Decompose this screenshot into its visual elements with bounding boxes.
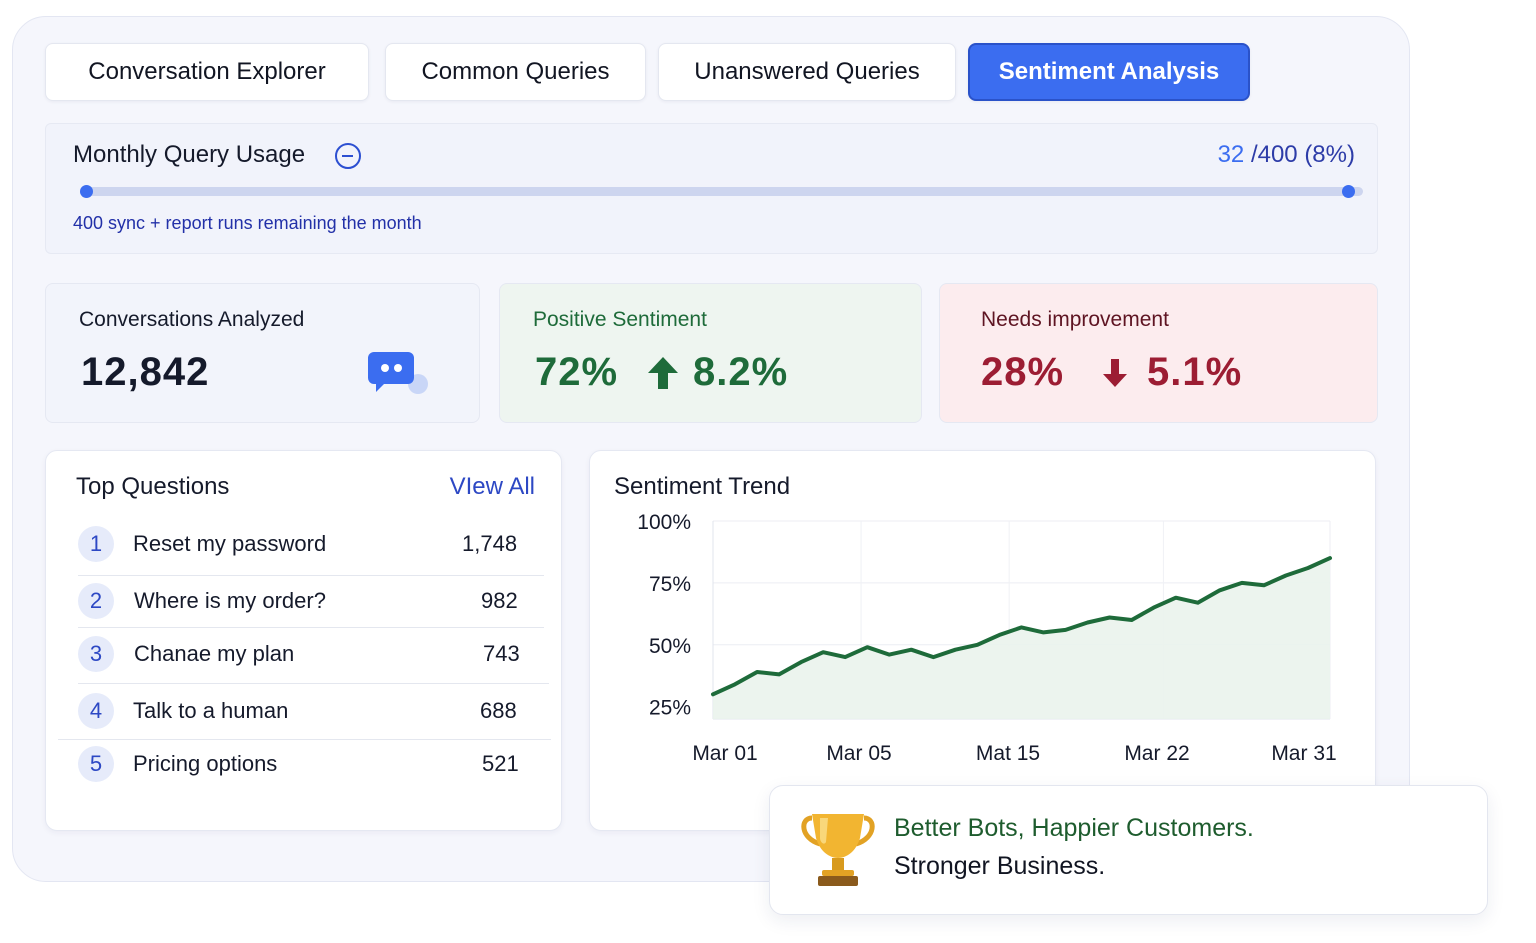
usage-progress-start <box>80 185 93 198</box>
x-tick-label: Mar 01 <box>692 742 757 765</box>
x-tick-label: Mar 05 <box>826 742 891 765</box>
question-count: 982 <box>481 588 518 613</box>
positive-sentiment-card: Positive Sentiment 72% 8.2% <box>499 283 922 423</box>
usage-note: 400 sync + report runs remaining the mon… <box>73 213 422 233</box>
usage-title: Monthly Query Usage <box>73 141 306 168</box>
list-item[interactable]: 2 Where is my order? 982 <box>78 575 528 627</box>
arrow-up-icon <box>648 357 678 389</box>
monthly-usage-panel: Monthly Query Usage 32 /400 (8%) 400 syn… <box>45 123 1378 254</box>
question-label: Talk to a human <box>133 698 289 723</box>
rank-badge: 3 <box>78 636 114 672</box>
tab-label: Sentiment Analysis <box>998 58 1220 85</box>
question-count: 521 <box>482 751 519 776</box>
chat-bubble-icon <box>368 352 428 394</box>
sentiment-trend-card: Sentiment Trend 100% 75% 50% 25% Mar 01 Mar 0… <box>589 450 1376 831</box>
rank-badge: 5 <box>78 746 114 782</box>
usage-used: 32 <box>1217 141 1245 168</box>
trophy-icon <box>801 814 875 886</box>
usage-progress-track <box>80 185 1363 198</box>
stat-change: 5.1% <box>1147 350 1243 394</box>
tab-label: Common Queries <box>421 58 610 85</box>
y-tick-label: 50% <box>649 635 691 658</box>
stat-value: 72% <box>535 350 619 394</box>
list-item[interactable]: 5 Pricing options 521 <box>78 738 528 790</box>
usage-progress-handle[interactable] <box>1342 185 1355 198</box>
collapse-icon[interactable] <box>335 143 361 169</box>
divider <box>78 627 544 628</box>
rank-badge: 4 <box>78 693 114 729</box>
list-item[interactable]: 3 Chanae my plan 743 <box>78 628 528 680</box>
y-tick-label: 75% <box>649 573 691 596</box>
divider <box>78 575 544 576</box>
tab-conversation-explorer[interactable]: Conversation Explorer <box>45 43 369 101</box>
trend-area <box>713 558 1330 719</box>
view-all-link[interactable]: VIew All <box>449 473 535 500</box>
stat-label: Conversations Analyzed <box>79 308 305 331</box>
needs-improvement-card: Needs improvement 28% 5.1% <box>939 283 1378 423</box>
rank-badge: 1 <box>78 526 114 562</box>
list-item[interactable]: 1 Reset my password 1,748 <box>78 518 528 570</box>
x-tick-label: Mar 22 <box>1124 742 1189 765</box>
tagline-card: Better Bots, Happier Customers. Stronger… <box>769 785 1488 915</box>
stat-value: 28% <box>981 350 1065 394</box>
tab-label: Conversation Explorer <box>88 58 326 85</box>
tagline-secondary: Stronger Business. <box>894 852 1106 880</box>
stat-label: Positive Sentiment <box>533 308 707 331</box>
x-tick-label: Mar 31 <box>1271 742 1336 765</box>
question-label: Chanae my plan <box>134 641 295 666</box>
top-questions-title: Top Questions <box>76 473 230 500</box>
question-count: 1,748 <box>462 531 518 556</box>
conversations-analyzed-card: Conversations Analyzed 12,842 <box>45 283 480 423</box>
stat-label: Needs improvement <box>981 308 1169 331</box>
arrow-down-icon <box>1103 359 1127 387</box>
question-label: Where is my order? <box>134 588 326 613</box>
sentiment-trend-chart: 100% 75% 50% 25%Mar 01 Mar 05 Mat 15 Mar 22 Mar… <box>637 511 1336 765</box>
rank-badge: 2 <box>78 583 114 619</box>
sentiment-trend-title: Sentiment Trend <box>614 473 791 500</box>
trend-line <box>711 556 1332 697</box>
question-count: 688 <box>480 698 517 723</box>
divider <box>78 683 549 684</box>
list-item[interactable]: 4 Talk to a human 688 <box>78 685 528 737</box>
question-count: 743 <box>483 641 520 666</box>
y-tick-label: 100% <box>637 511 691 534</box>
stat-change: 8.2% <box>693 350 789 394</box>
divider <box>58 739 551 740</box>
tab-sentiment-analysis[interactable]: Sentiment Analysis <box>968 43 1250 101</box>
question-label: Pricing options <box>133 751 278 776</box>
tab-unanswered-queries[interactable]: Unanswered Queries <box>658 43 956 101</box>
tab-label: Unanswered Queries <box>694 58 920 85</box>
usage-count: 32 /400 (8%) <box>1218 141 1355 169</box>
tagline-primary: Better Bots, Happier Customers. <box>894 814 1254 842</box>
stat-value: 12,842 <box>81 350 210 394</box>
tab-common-queries[interactable]: Common Queries <box>385 43 646 101</box>
usage-total: /400 (8%) <box>1250 141 1355 168</box>
x-tick-label: Mat 15 <box>976 742 1040 765</box>
y-tick-label: 25% <box>649 697 691 720</box>
top-questions-card: Top Questions VIew All 1 Reset my passwo… <box>45 450 562 831</box>
question-label: Reset my password <box>133 531 327 556</box>
